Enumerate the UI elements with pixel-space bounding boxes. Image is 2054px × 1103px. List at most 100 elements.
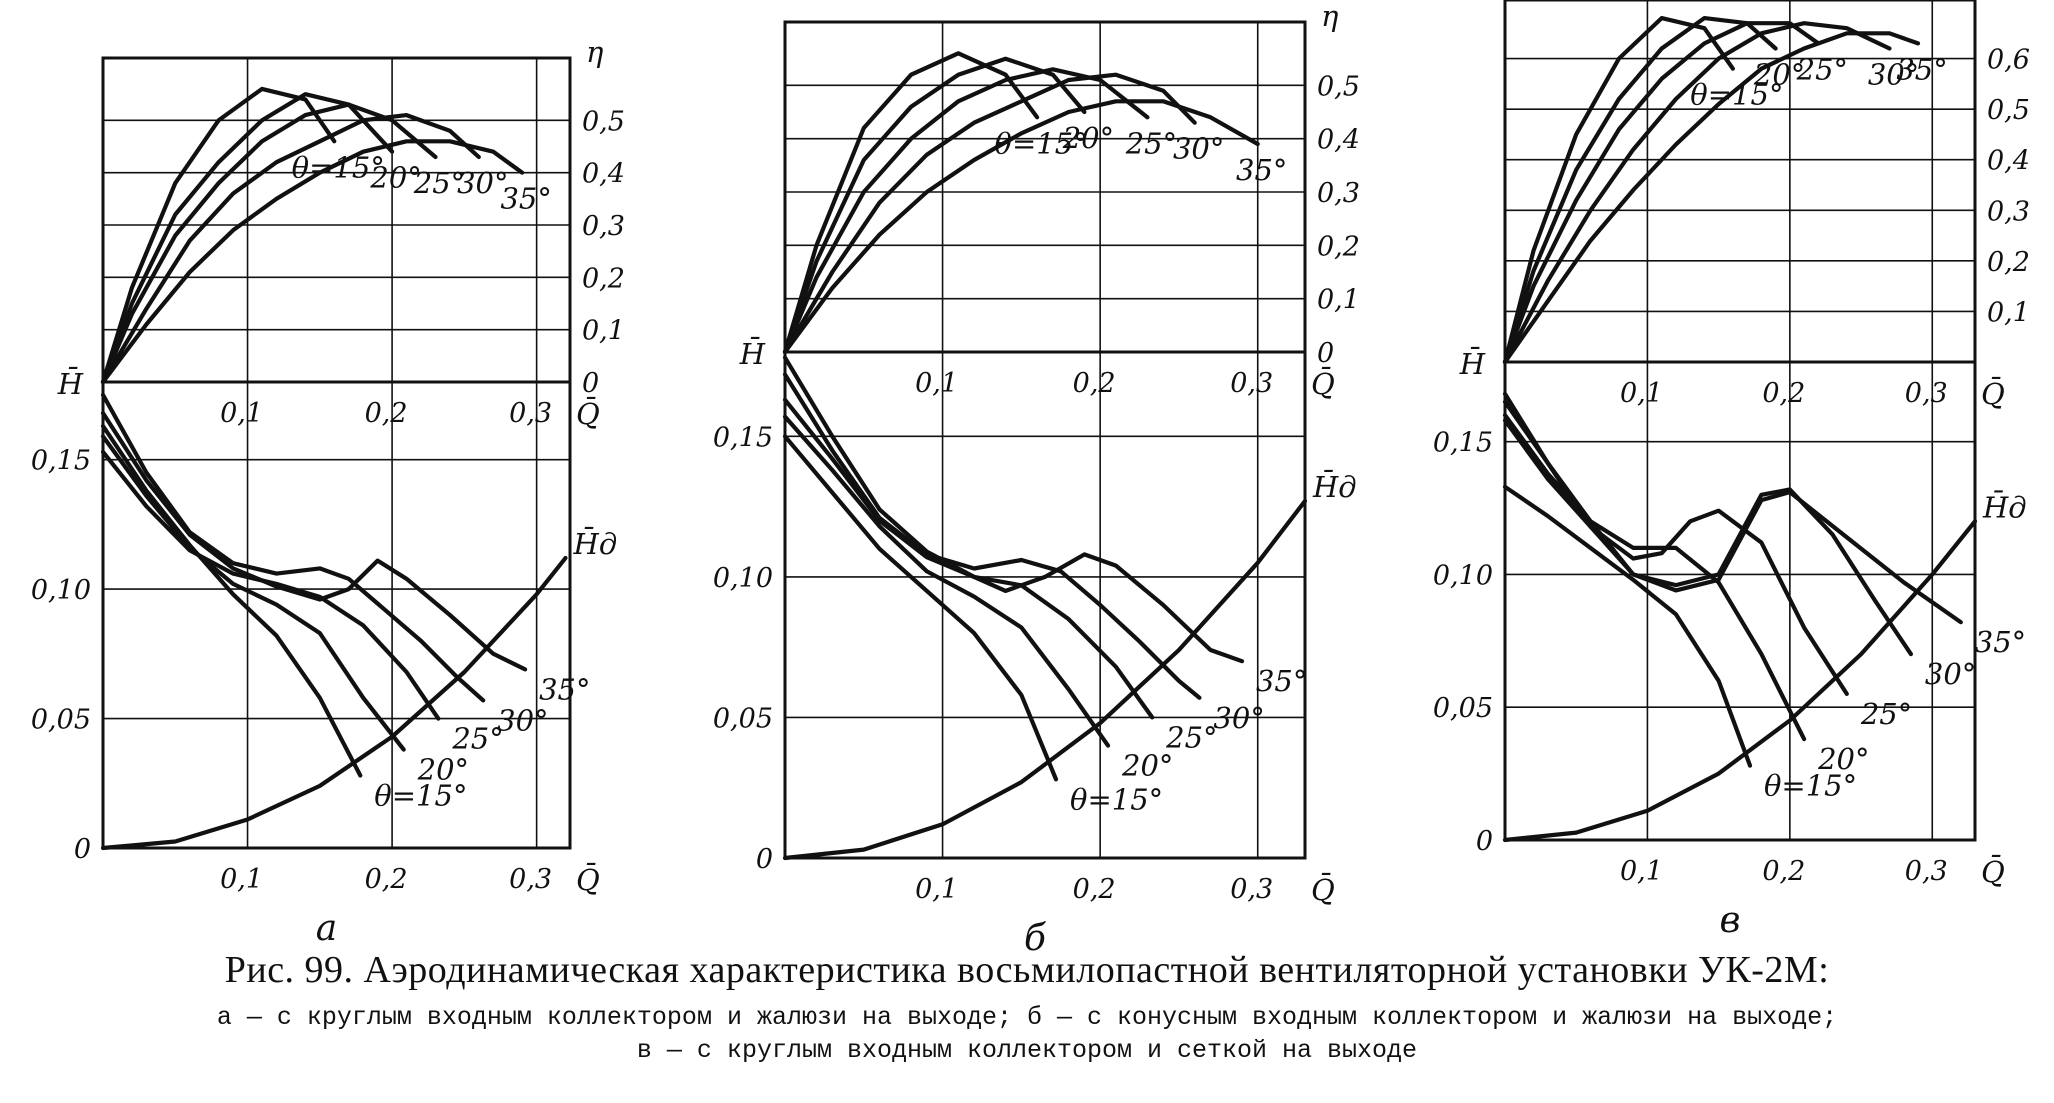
x-tick-label-lower: 0,3 — [1905, 856, 1948, 887]
x-tick-label-lower: 0,2 — [365, 864, 408, 895]
x-tick-label-lower: 0,1 — [915, 874, 958, 905]
efficiency-tick-label: 0,5 — [1987, 95, 2030, 126]
panel-letter: а — [316, 908, 337, 949]
pressure-curve — [100, 423, 363, 778]
efficiency-curve-label: 25° — [1125, 126, 1177, 160]
x-tick-label-lower: 0,1 — [1620, 856, 1663, 887]
efficiency-curve — [100, 92, 395, 385]
x-tick-label-lower: 0,3 — [1230, 874, 1273, 905]
efficiency-axis-label: η — [586, 35, 604, 69]
chart-panel-2: 0 0,05 0,10 0,15 0 0,1 0,2 0,3 0,4 0,5 0,1 0,1 0,2 0,… — [713, 0, 1360, 959]
efficiency-curve-label: 35° — [500, 182, 551, 216]
efficiency-curve-label: θ=15° — [995, 126, 1088, 160]
efficiency-curve — [1502, 21, 1892, 365]
pressure-curve-label: 35° — [1975, 625, 2026, 659]
pressure-curve — [782, 414, 1111, 748]
efficiency-tick-label: 0,2 — [582, 263, 625, 294]
pressure-tick-label: 0,10 — [1433, 560, 1493, 591]
pressure-curve — [100, 411, 528, 672]
x-tick-label-lower: 0,2 — [1762, 856, 1805, 887]
pressure-curve — [1502, 484, 1753, 768]
pressure-curve-label: θ=15° — [1070, 782, 1163, 816]
pressure-curve-label: 25° — [1860, 697, 1912, 731]
efficiency-curve-label: 20° — [369, 161, 421, 195]
pressure-curve-label: 35° — [539, 672, 590, 706]
dynamic-pressure-curve — [100, 555, 568, 851]
x-tick-label-upper: 0,1 — [1620, 378, 1663, 409]
efficiency-tick-label: 0,4 — [1987, 146, 2030, 177]
efficiency-curve — [782, 99, 1260, 355]
x-axis-label-upper: Q̄ — [1311, 366, 1335, 401]
pressure-tick-label: 0,10 — [31, 575, 91, 606]
efficiency-curve-label: 35° — [1896, 52, 1947, 86]
efficiency-tick-label: 0,2 — [1317, 231, 1360, 262]
efficiency-tick-label: 0,2 — [1987, 247, 2030, 278]
efficiency-curve-label: 30° — [457, 166, 508, 200]
efficiency-curve — [1502, 21, 1821, 365]
efficiency-tick-label: 0,6 — [1987, 45, 2030, 76]
efficiency-curve — [1502, 16, 1735, 365]
x-axis-label-lower: Q̄ — [1311, 872, 1335, 907]
efficiency-curve — [100, 139, 525, 385]
pressure-axis-label: H̄ — [1459, 346, 1486, 381]
efficiency-tick-label: 0,3 — [582, 211, 625, 242]
pressure-tick-label: 0,10 — [713, 563, 773, 594]
x-axis-label-lower: Q̄ — [576, 862, 600, 897]
x-tick-label-upper: 0,2 — [1762, 378, 1805, 409]
pressure-axis-label: H̄ — [57, 366, 84, 401]
pressure-curve-label: 35° — [1256, 664, 1307, 698]
efficiency-curve — [100, 113, 481, 385]
dynamic-pressure-label: H̄д — [573, 526, 618, 561]
dynamic-pressure-label: H̄д — [1982, 489, 2027, 524]
efficiency-tick-label: 0,5 — [582, 106, 625, 137]
x-axis-label-lower: Q̄ — [1981, 854, 2005, 889]
efficiency-curve-label: 25° — [413, 166, 465, 200]
pressure-tick-label: 0,05 — [31, 705, 91, 736]
pressure-curve-label: θ=15° — [1764, 769, 1857, 803]
efficiency-curve-label: 25° — [1796, 52, 1848, 86]
x-tick-label-upper: 0,3 — [1230, 368, 1273, 399]
figure-description-line-1: а — с круглым входным коллектором и жалю… — [216, 1003, 1838, 1032]
efficiency-curve-label: θ=15° — [1690, 78, 1783, 112]
efficiency-curve-label: 35° — [1236, 153, 1287, 187]
efficiency-tick-label: 0,5 — [1317, 71, 1360, 102]
pressure-tick-label: 0,15 — [713, 422, 773, 453]
pressure-curve — [782, 355, 1245, 664]
x-axis-label-upper: Q̄ — [576, 396, 600, 431]
pressure-curve — [100, 434, 406, 752]
efficiency-tick-label: 0 — [1317, 338, 1334, 369]
efficiency-curve-label: 30° — [1868, 57, 1919, 91]
x-tick-label-upper: 0,2 — [365, 398, 408, 429]
plot-frame — [783, 20, 1307, 860]
pressure-curve — [1502, 418, 1849, 696]
x-tick-label-lower: 0,2 — [1073, 874, 1116, 905]
figure-description-line-2: в — с круглым входным коллектором и сетк… — [636, 1036, 1418, 1065]
efficiency-tick-label: 0,4 — [582, 159, 625, 190]
x-tick-label-upper: 0,2 — [1073, 368, 1116, 399]
panel-letter: в — [1720, 900, 1741, 941]
efficiency-tick-label: 0,4 — [1317, 125, 1360, 156]
x-tick-label-lower: 0,3 — [509, 864, 552, 895]
efficiency-tick-label: 0,1 — [1317, 285, 1360, 316]
pressure-curve — [782, 434, 1059, 782]
pressure-tick-label: 0 — [1476, 826, 1493, 857]
x-axis-label-upper: Q̄ — [1981, 376, 2005, 411]
pressure-tick-label: 0,15 — [1433, 428, 1493, 459]
efficiency-axis-label: η — [1321, 0, 1339, 33]
efficiency-curve — [1502, 16, 1778, 365]
pressure-axis-label: H̄ — [739, 336, 766, 371]
efficiency-curve-label: 20° — [1062, 121, 1114, 155]
dynamic-pressure-curve — [782, 498, 1308, 861]
figure-title: Рис. 99. Аэродинамическая характеристика… — [224, 949, 1830, 991]
pressure-curve — [1502, 399, 1963, 625]
pressure-curve-label: 30° — [1213, 701, 1264, 735]
efficiency-curve — [782, 56, 1087, 355]
pressure-curve — [1502, 391, 1913, 657]
efficiency-tick-label: 0,1 — [582, 316, 625, 347]
panel-letter: б — [1024, 918, 1047, 959]
pressure-tick-label: 0 — [756, 844, 773, 875]
pressure-curve — [1502, 413, 1807, 742]
x-tick-label-upper: 0,3 — [1905, 378, 1948, 409]
pressure-curve-label: 20° — [1817, 742, 1869, 776]
